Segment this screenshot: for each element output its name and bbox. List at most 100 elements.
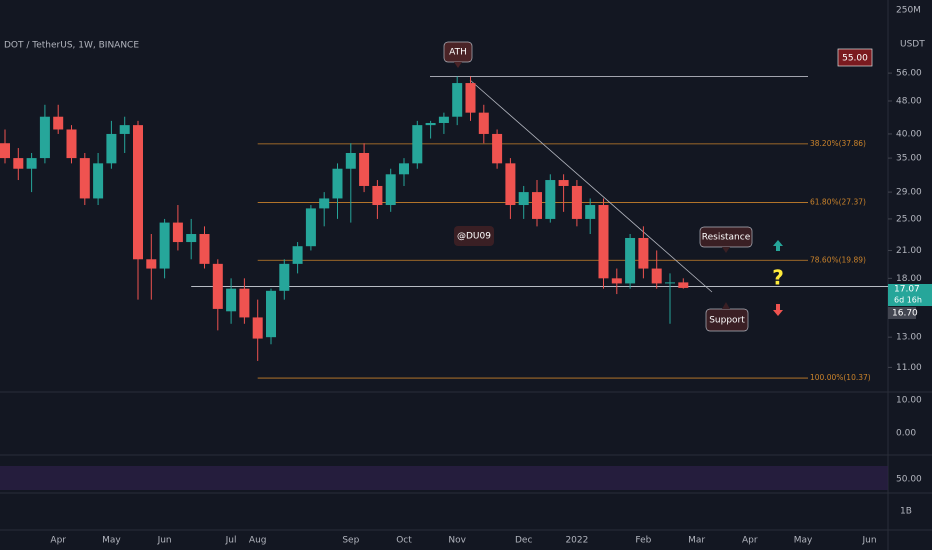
resistance-text: Resistance	[702, 233, 751, 243]
candle-body	[412, 125, 423, 164]
candle-body	[638, 237, 649, 269]
candle-body	[545, 180, 556, 219]
fib-label: 100.00%(10.37)	[810, 373, 871, 382]
candle-body	[239, 288, 250, 318]
fib-label: 78.60%(19.89)	[810, 255, 866, 264]
chart-title: DOT / TetherUS, 1W, BINANCE	[4, 41, 139, 51]
candle-body	[478, 112, 489, 134]
y-tick-label: 25.00	[896, 214, 922, 224]
y-tick-label: 48.00	[896, 96, 922, 106]
candle-body	[212, 263, 223, 309]
macd-tick: 10.00	[896, 396, 922, 406]
rsi-band	[0, 466, 888, 490]
candle-body	[146, 259, 157, 269]
y-tick-label: 11.00	[896, 363, 922, 373]
author-box	[454, 226, 494, 246]
candle-body	[345, 152, 356, 169]
x-tick-label: Apr	[50, 536, 66, 546]
candle-body	[651, 268, 662, 284]
bubble-pointer	[454, 62, 462, 68]
x-tick-label: Apr	[742, 536, 758, 546]
candle-body	[106, 133, 117, 164]
candle-body	[39, 116, 50, 159]
y-tick-label: 13.00	[896, 333, 922, 343]
candle-body	[119, 125, 130, 134]
candle-body	[372, 185, 383, 206]
candle-body	[252, 317, 263, 339]
x-tick-label: Jun	[861, 536, 876, 546]
last-price: 17.07	[894, 285, 920, 295]
y-tick-label: 29.00	[896, 188, 922, 198]
candle-body	[186, 234, 197, 243]
candle-body	[452, 83, 463, 117]
up-arrow	[773, 240, 783, 251]
bubble-pointer	[722, 247, 730, 253]
x-tick-label: Jul	[225, 536, 237, 546]
x-tick-label: Jun	[157, 536, 172, 546]
candle-body	[399, 163, 409, 175]
candle-body	[585, 205, 596, 219]
candle-body	[505, 163, 516, 206]
candle-body	[133, 125, 143, 260]
x-tick-label: May	[102, 536, 121, 546]
ath-price-box	[837, 48, 873, 67]
candle-body	[558, 180, 569, 186]
y-tick-label: 40.00	[896, 129, 922, 139]
y-tick-label: 18.00	[896, 274, 922, 284]
x-tick-label: Sep	[342, 536, 359, 546]
candle-body	[266, 290, 276, 338]
candle-body	[385, 174, 396, 206]
x-tick-label: Oct	[396, 536, 412, 546]
last-price-box	[888, 284, 932, 306]
bubble-pointer	[722, 302, 730, 309]
candle-body	[598, 205, 609, 279]
candle-body	[199, 234, 210, 264]
fib-label: 38.20%(37.86)	[810, 139, 866, 148]
candle-body	[465, 83, 476, 113]
x-tick-label: Feb	[635, 536, 651, 546]
candle-body	[0, 143, 10, 159]
candle-body	[438, 116, 449, 123]
rsi-tick: 50.00	[896, 475, 922, 485]
candle-body	[292, 246, 303, 264]
countdown: 6d 16h	[894, 296, 922, 305]
candle-body	[518, 192, 529, 206]
y-tick-label: 35.00	[896, 154, 922, 164]
candle-body	[492, 133, 503, 164]
candle-body	[159, 222, 170, 269]
candle-body	[425, 122, 436, 126]
candle-body	[79, 158, 90, 199]
candle-body	[625, 237, 636, 284]
bottom-tick: 1B	[900, 507, 912, 517]
support-text: Support	[709, 316, 745, 326]
question-mark: ?	[772, 266, 784, 290]
candle-body	[172, 222, 183, 243]
candle-body	[13, 158, 24, 169]
volume-tick: 250M	[896, 6, 921, 16]
candle-body	[611, 278, 622, 284]
candle-body	[359, 152, 370, 186]
candle-body	[226, 288, 237, 312]
author: @DU09	[457, 232, 491, 242]
low-price-box	[888, 307, 916, 319]
ath-text: ATH	[449, 48, 467, 58]
candle-body	[332, 168, 343, 199]
candle-body	[319, 198, 330, 209]
candle-body	[678, 282, 689, 288]
x-tick-label: Nov	[448, 536, 466, 546]
x-tick-label: 2022	[565, 536, 588, 546]
candle-body	[305, 208, 316, 247]
y-tick-label: 56.00	[896, 69, 922, 79]
y-tick-label: 21.00	[896, 246, 922, 256]
x-tick-label: Aug	[249, 536, 267, 546]
low-price: 16.70	[892, 309, 918, 319]
candle-body	[66, 129, 77, 159]
candle-body	[571, 185, 582, 219]
candle-body	[93, 163, 104, 199]
candle-body	[279, 263, 290, 291]
x-tick-label: May	[794, 536, 813, 546]
y-unit: USDT	[900, 40, 925, 50]
ath-price-label: 55.00	[842, 54, 868, 64]
x-tick-label: Dec	[515, 536, 532, 546]
